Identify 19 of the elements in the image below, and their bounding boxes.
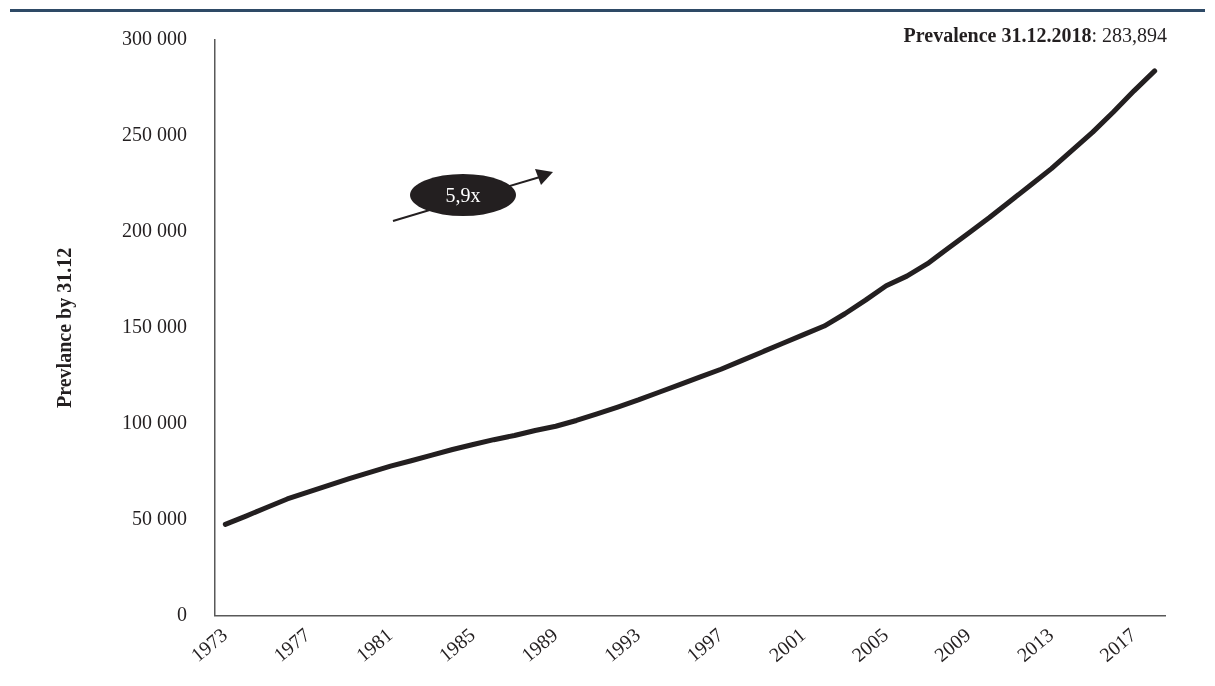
x-tick-label: 2009 — [929, 623, 975, 666]
y-tick-label: 250 000 — [122, 123, 187, 146]
y-axis-title: Prevlance by 31.12 — [53, 247, 77, 409]
x-tick-label: 1973 — [186, 623, 232, 666]
x-tick-label: 2005 — [847, 623, 893, 666]
x-tick-label: 2001 — [764, 623, 810, 666]
y-tick-label: 150 000 — [122, 315, 187, 338]
x-tick-label: 1985 — [434, 623, 480, 666]
y-tick-label: 0 — [177, 603, 187, 626]
x-tick-label: 1989 — [516, 623, 562, 666]
y-tick-label: 200 000 — [122, 219, 187, 242]
annotation: Prevalence 31.12.2018: 283,894 — [903, 24, 1167, 47]
y-tick-label: 50 000 — [132, 507, 187, 530]
y-tick-label: 300 000 — [122, 27, 187, 50]
x-tick-label: 2013 — [1012, 623, 1058, 666]
x-tick-label: 1993 — [599, 623, 645, 666]
ellipse-badge: 5,9x — [410, 174, 516, 216]
x-tick-label: 1981 — [351, 623, 397, 666]
y-tick-label: 100 000 — [122, 411, 187, 434]
